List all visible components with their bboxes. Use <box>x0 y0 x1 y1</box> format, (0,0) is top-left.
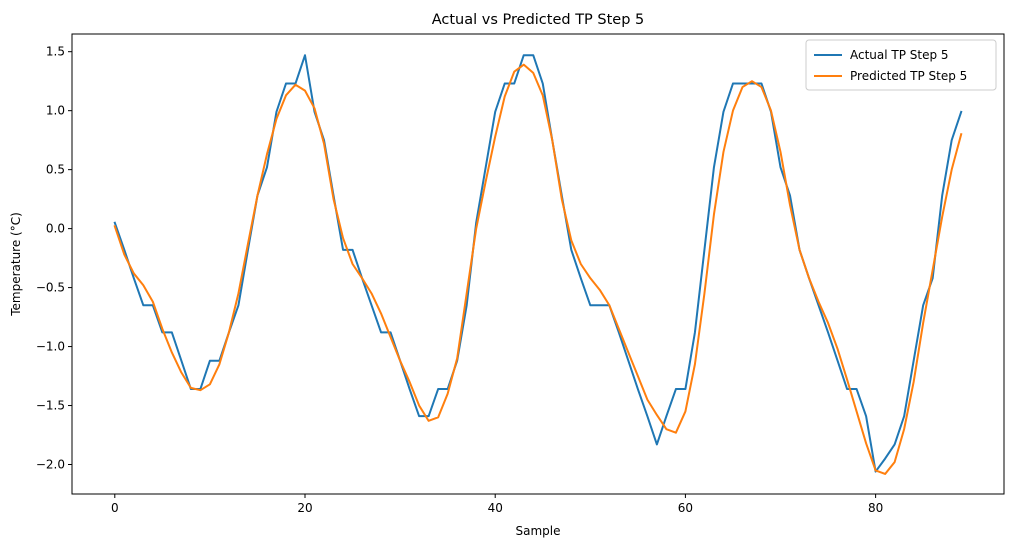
x-tick-label: 20 <box>297 501 312 515</box>
legend-box <box>805 39 997 91</box>
x-tick-label: 0 <box>111 501 119 515</box>
chart-title: Actual vs Predicted TP Step 5 <box>432 12 645 28</box>
y-tick-label: −2.0 <box>36 458 65 472</box>
y-tick-label: 0.0 <box>46 222 65 236</box>
series-line-2 <box>113 63 963 475</box>
axes-frame <box>71 33 1005 495</box>
y-tick-label: 1.0 <box>46 104 65 118</box>
y-tick-label: 0.5 <box>46 163 65 177</box>
plot-area: 0 20 40 60 80 −2.0 −1.5 −1.0 −0.5 0.0 0.5 1.0 1.5 <box>36 33 1005 515</box>
legend-label-1: Actual TP Step 5 <box>850 48 949 62</box>
y-tick-label: 1.5 <box>46 45 65 59</box>
x-tick-label: 60 <box>678 501 693 515</box>
legend-label-2: Predicted TP Step 5 <box>850 69 967 83</box>
y-tick-label: −0.5 <box>36 281 65 295</box>
y-tick-label: −1.5 <box>36 399 65 413</box>
x-tick-label: 80 <box>868 501 883 515</box>
y-axis-title: Temperature (°C) <box>9 212 23 317</box>
y-tick-label: −1.0 <box>36 340 65 354</box>
x-axis-title: Sample <box>516 524 561 538</box>
x-tick-label: 40 <box>488 501 503 515</box>
series-group <box>113 54 963 475</box>
legend: Actual TP Step 5 Predicted TP Step 5 <box>805 39 997 91</box>
